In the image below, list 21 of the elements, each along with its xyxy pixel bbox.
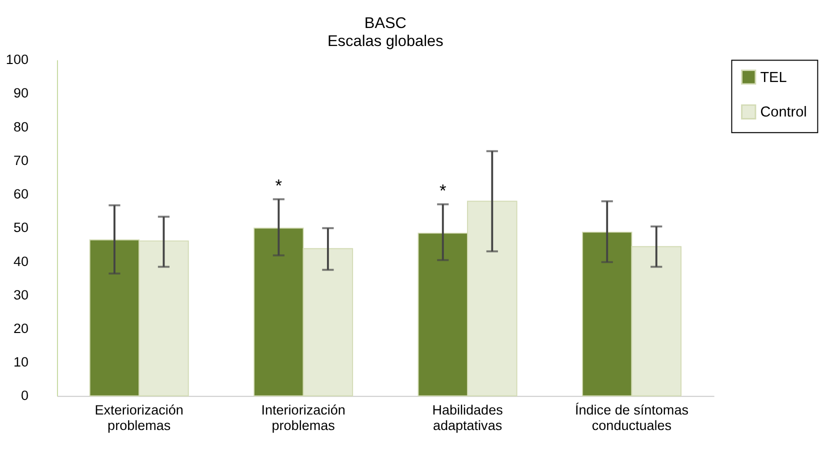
x-tick-label: Habilidades adaptativas bbox=[432, 402, 504, 434]
annotation: * bbox=[275, 176, 282, 196]
legend-label: TEL bbox=[760, 70, 787, 86]
x-tick-label: Interiorización problemas bbox=[261, 402, 346, 434]
y-tick-label: 60 bbox=[13, 186, 28, 202]
y-tick-label: 50 bbox=[13, 220, 28, 236]
y-tick-label: 40 bbox=[13, 254, 28, 269]
y-tick-label: 20 bbox=[13, 321, 28, 336]
annotation: * bbox=[440, 180, 447, 201]
y-tick-label: 70 bbox=[13, 152, 28, 168]
y-tick-label: 100 bbox=[6, 52, 28, 68]
x-tick-label: Índice de síntomas conductuales bbox=[575, 402, 689, 434]
chart-title: BASC bbox=[364, 14, 406, 32]
chart-subtitle: Escalas globales bbox=[327, 33, 444, 50]
x-tick-label: Exteriorización problemas bbox=[94, 402, 184, 434]
y-tick-label: 80 bbox=[13, 119, 28, 134]
y-tick-label: 10 bbox=[13, 354, 28, 370]
legend-label: Control bbox=[760, 104, 807, 121]
y-tick-label: 30 bbox=[13, 287, 28, 302]
y-tick-label: 0 bbox=[20, 388, 28, 404]
y-tick-label: 90 bbox=[13, 86, 28, 101]
